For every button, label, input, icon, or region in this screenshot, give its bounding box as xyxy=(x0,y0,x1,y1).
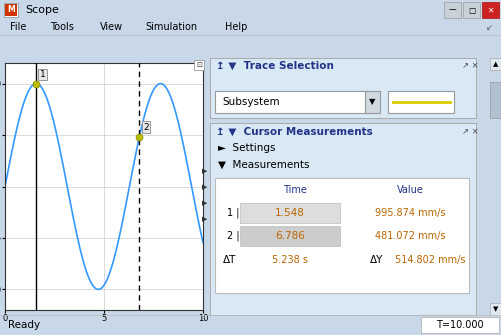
Bar xyxy=(215,178,469,293)
Bar xyxy=(215,91,370,113)
Text: ▶: ▶ xyxy=(202,184,208,190)
Text: ▶: ▶ xyxy=(202,216,208,222)
Text: Simulation: Simulation xyxy=(145,22,197,32)
Text: File: File xyxy=(10,22,27,32)
Text: ↥ ▼  Trace Selection: ↥ ▼ Trace Selection xyxy=(216,61,334,71)
Text: ▶: ▶ xyxy=(202,200,208,206)
Text: 1: 1 xyxy=(40,70,46,79)
Text: 2: 2 xyxy=(143,123,149,132)
Text: 1 |: 1 | xyxy=(227,208,239,218)
Text: 514.802 mm/s: 514.802 mm/s xyxy=(395,255,465,265)
Text: ↗ ×: ↗ × xyxy=(462,62,478,70)
Text: ▲: ▲ xyxy=(493,61,498,67)
Text: View: View xyxy=(100,22,123,32)
Text: Tools: Tools xyxy=(50,22,74,32)
Text: T=10.000: T=10.000 xyxy=(436,320,484,330)
Text: ΔY: ΔY xyxy=(370,255,383,265)
Bar xyxy=(490,82,501,118)
Text: ΔT: ΔT xyxy=(223,255,236,265)
Text: Subsystem: Subsystem xyxy=(222,97,280,107)
Bar xyxy=(490,58,501,70)
Bar xyxy=(4,3,18,17)
Text: 5.238 s: 5.238 s xyxy=(272,255,308,265)
Text: ⊡: ⊡ xyxy=(196,62,202,68)
Text: Help: Help xyxy=(225,22,247,32)
Text: 2 |: 2 | xyxy=(227,231,239,241)
Text: Value: Value xyxy=(397,185,423,195)
Bar xyxy=(482,2,499,18)
Text: ►  Settings: ► Settings xyxy=(218,143,276,153)
Text: Scope: Scope xyxy=(25,5,59,15)
Text: 995.874 mm/s: 995.874 mm/s xyxy=(375,208,445,218)
Bar xyxy=(240,226,340,246)
Bar xyxy=(444,2,461,18)
Text: ▼: ▼ xyxy=(369,97,375,107)
Text: ✕: ✕ xyxy=(487,5,493,14)
Bar xyxy=(463,2,480,18)
Text: ▶: ▶ xyxy=(202,168,208,174)
Text: ▼: ▼ xyxy=(493,306,498,312)
Bar xyxy=(421,317,499,333)
Text: 6.786: 6.786 xyxy=(275,231,305,241)
Bar xyxy=(365,91,380,113)
Text: ↙: ↙ xyxy=(486,23,493,32)
Bar xyxy=(490,303,501,315)
Text: Time: Time xyxy=(283,185,307,195)
Bar xyxy=(240,203,340,223)
Bar xyxy=(5,4,17,16)
Text: —: — xyxy=(449,5,456,14)
Text: 1.548: 1.548 xyxy=(275,208,305,218)
Bar xyxy=(388,91,454,113)
Text: M: M xyxy=(7,5,15,14)
Text: ↥ ▼  Cursor Measurements: ↥ ▼ Cursor Measurements xyxy=(216,127,373,137)
Text: Ready: Ready xyxy=(8,320,40,330)
Text: 481.072 mm/s: 481.072 mm/s xyxy=(375,231,445,241)
Text: □: □ xyxy=(468,5,475,14)
Text: ↗ ×: ↗ × xyxy=(462,128,478,136)
Text: ▼  Measurements: ▼ Measurements xyxy=(218,160,310,170)
